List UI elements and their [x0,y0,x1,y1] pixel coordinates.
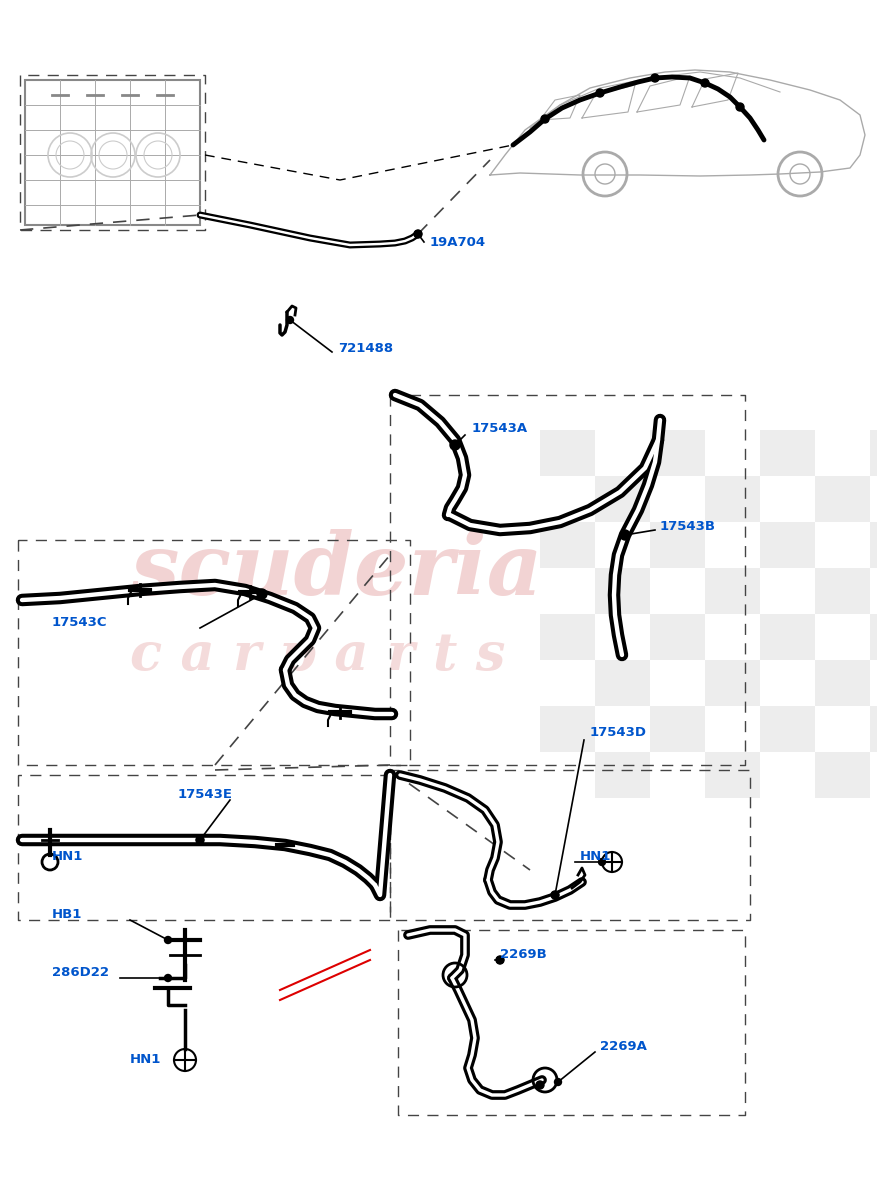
Text: 286D22: 286D22 [52,966,109,979]
Text: 17543B: 17543B [660,520,715,533]
Bar [869,614,877,660]
Circle shape [286,317,293,324]
Circle shape [700,79,709,86]
Bar [25,80,200,226]
Text: 17543C: 17543C [52,616,107,629]
Bar [704,752,759,798]
Text: 17543D: 17543D [589,726,646,739]
Circle shape [164,974,171,982]
Circle shape [554,1079,561,1086]
Bar [814,752,869,798]
Bar [539,430,595,476]
Circle shape [196,836,203,844]
Bar [759,522,814,568]
Bar [869,522,877,568]
Circle shape [619,530,630,540]
Text: 2269A: 2269A [599,1040,646,1054]
Text: scuderia: scuderia [130,529,542,612]
Bar [595,660,649,706]
Circle shape [196,836,203,844]
Bar [704,476,759,522]
Text: HB1: HB1 [52,908,82,922]
Text: c a r p a r t s: c a r p a r t s [130,630,505,680]
Circle shape [496,956,503,964]
Bar [595,476,649,522]
Bar [759,614,814,660]
Circle shape [551,890,559,899]
Bar [759,430,814,476]
Bar [649,614,704,660]
Circle shape [598,858,605,865]
Bar [539,614,595,660]
Bar [595,752,649,798]
Text: 2269B: 2269B [499,948,546,961]
Text: HN1: HN1 [52,850,83,863]
Circle shape [257,589,267,599]
Circle shape [540,115,548,122]
Circle shape [414,230,422,238]
Bar [649,430,704,476]
Circle shape [164,936,171,943]
Circle shape [450,440,460,450]
Circle shape [258,590,265,598]
Bar [759,706,814,752]
Bar [869,430,877,476]
Circle shape [414,230,421,238]
Bar [814,660,869,706]
Bar [704,568,759,614]
Bar [649,522,704,568]
Circle shape [551,892,558,899]
Bar [595,568,649,614]
Bar [539,522,595,568]
Text: 721488: 721488 [338,342,393,355]
Text: HN1: HN1 [130,1054,161,1066]
Bar [869,706,877,752]
Circle shape [496,956,503,964]
Text: HN1: HN1 [580,850,610,863]
Text: 17543E: 17543E [178,788,232,802]
Circle shape [621,532,628,539]
Circle shape [735,103,743,110]
Bar [704,660,759,706]
Text: 17543A: 17543A [472,422,528,434]
Bar [814,476,869,522]
Text: 19A704: 19A704 [430,236,486,248]
Circle shape [535,1081,544,1090]
Circle shape [595,89,603,97]
Bar [539,706,595,752]
Bar [649,706,704,752]
Circle shape [650,74,659,82]
Bar [814,568,869,614]
Circle shape [451,442,458,449]
